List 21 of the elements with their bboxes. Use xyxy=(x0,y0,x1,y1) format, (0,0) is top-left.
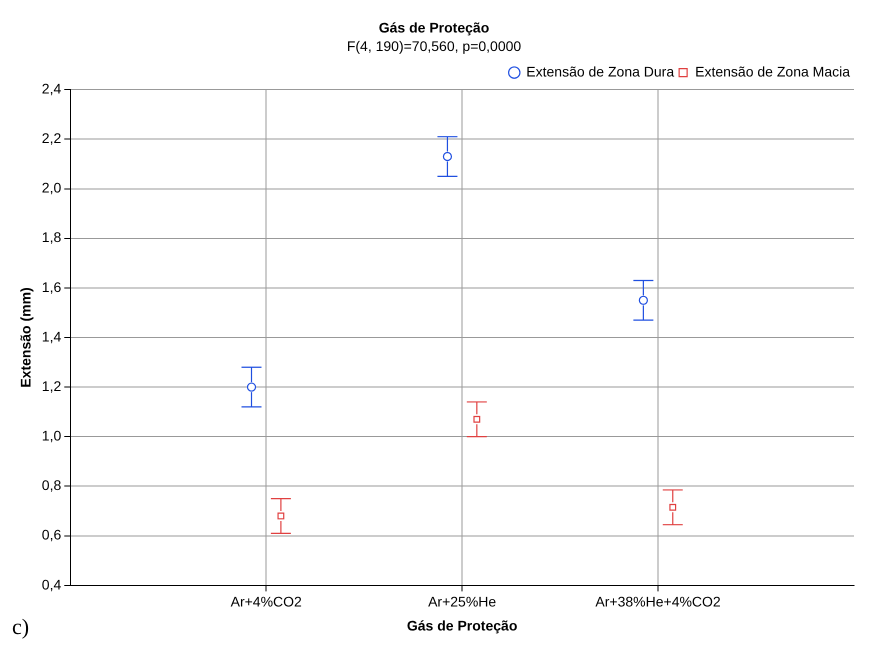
legend-label: Extensão de Zona Macia xyxy=(695,63,850,80)
x-tick-label: Ar+25%He xyxy=(428,594,496,610)
y-tick-label: 1,8 xyxy=(42,229,62,246)
y-tick-label: 1,6 xyxy=(42,278,62,295)
y-tick-label: 2,0 xyxy=(42,180,62,196)
x-tick-label: Ar+38%He+4%CO2 xyxy=(595,594,721,610)
y-tick-label: 0,4 xyxy=(42,576,62,592)
y-tick-label: 0,8 xyxy=(42,477,62,494)
y-tick-label: 1,2 xyxy=(42,378,62,394)
chart-title: Gás de Proteção xyxy=(378,19,490,36)
y-tick-label: 1,0 xyxy=(42,428,62,444)
x-tick-label: Ar+4%CO2 xyxy=(230,594,302,610)
text: c) xyxy=(12,614,30,639)
y-tick-label: 2,2 xyxy=(42,130,62,146)
y-tick-label: 1,4 xyxy=(42,328,62,344)
legend-label: Extensão de Zona Dura xyxy=(526,63,674,80)
y-tick-label: 0,6 xyxy=(42,526,62,543)
y-axis-title: Extensão (mm) xyxy=(17,287,34,388)
chart-subtitle: F(4, 190)=70,560, p=0,0000 xyxy=(346,38,522,54)
y-tick-label: 2,4 xyxy=(42,80,62,96)
x-axis-title: Gás de Proteção xyxy=(406,617,518,634)
